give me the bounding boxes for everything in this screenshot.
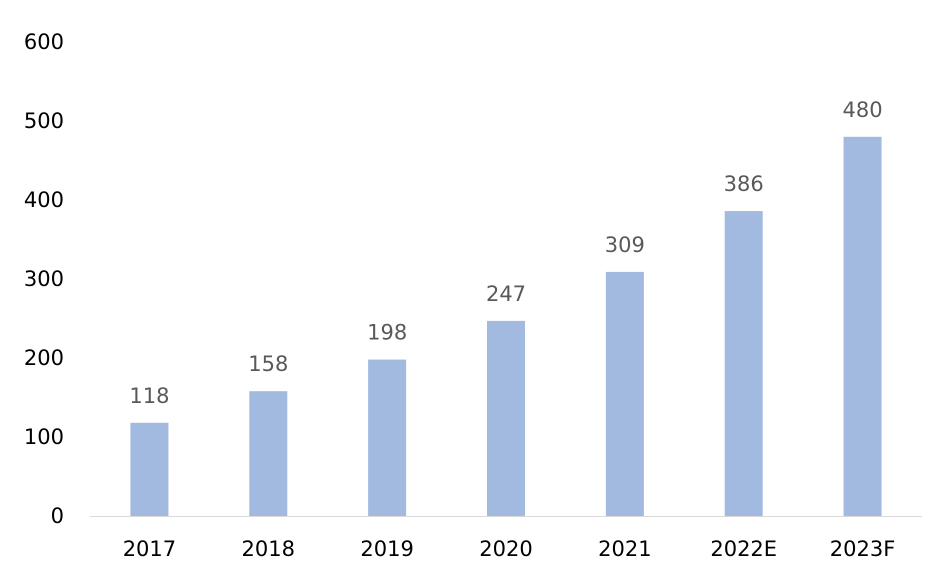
y-tick-label: 200 bbox=[24, 346, 64, 370]
bar-2019 bbox=[368, 359, 407, 516]
bar-2021 bbox=[605, 271, 644, 516]
bar-2020 bbox=[487, 320, 525, 516]
x-tick-label: 2021 bbox=[598, 537, 651, 561]
y-tick-label: 600 bbox=[24, 30, 64, 54]
x-tick-label: 2020 bbox=[479, 537, 532, 561]
bars: 118 158 198 247 309 386 480 bbox=[129, 98, 883, 517]
bar-2023F bbox=[843, 136, 882, 517]
data-label: 158 bbox=[248, 352, 288, 376]
y-tick-label: 0 bbox=[51, 504, 64, 528]
data-label: 118 bbox=[129, 384, 169, 408]
y-tick-label: 400 bbox=[24, 188, 64, 212]
data-label: 198 bbox=[367, 321, 407, 345]
bar-2017 bbox=[130, 422, 169, 516]
bar-2022E bbox=[724, 211, 763, 516]
bar-2018 bbox=[249, 391, 288, 516]
data-label: 247 bbox=[486, 282, 526, 306]
y-tick-label: 300 bbox=[24, 267, 64, 291]
y-tick-label: 500 bbox=[24, 109, 64, 133]
y-axis: 0 100 200 300 400 500 600 bbox=[24, 30, 64, 528]
x-tick-label: 2019 bbox=[360, 537, 413, 561]
x-tick-label: 2017 bbox=[123, 537, 176, 561]
x-tick-label: 2022E bbox=[710, 537, 777, 561]
data-label: 309 bbox=[605, 233, 645, 257]
x-tick-label: 2023F bbox=[830, 537, 896, 561]
y-tick-label: 100 bbox=[24, 425, 64, 449]
data-label: 386 bbox=[724, 172, 764, 196]
x-tick-label: 2018 bbox=[242, 537, 295, 561]
x-axis: 2017 2018 2019 2020 2021 2022E 2023F bbox=[123, 537, 896, 561]
data-label: 480 bbox=[843, 98, 883, 122]
